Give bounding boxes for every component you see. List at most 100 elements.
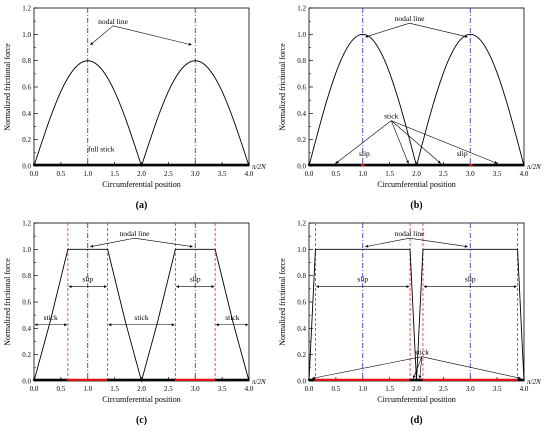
x-tick-label: 4.0 [520, 170, 529, 178]
x-tick-label: 1.0 [83, 385, 92, 393]
series-line [308, 248, 525, 382]
y-tick-label: 0.4 [297, 110, 306, 118]
x-tick-label: 4.0 [245, 385, 254, 393]
stick-node-marker [247, 163, 250, 166]
y-tick-label: 0.2 [22, 351, 31, 359]
stick-annotation: stick [384, 112, 398, 121]
nodal-arrow [134, 237, 193, 248]
y-tick-label: 0.0 [22, 163, 31, 171]
stick-arrow [412, 356, 423, 379]
stick-arrow [335, 120, 392, 164]
slip-annotation: slip [357, 275, 368, 284]
nodal-arrow [365, 22, 410, 38]
series-line [33, 60, 250, 168]
x-tick-label: 2.5 [164, 170, 173, 178]
stick-arrow [390, 120, 409, 164]
x-unit-label: π/2N [252, 163, 266, 171]
x-axis-label: Circumferential position [102, 180, 180, 189]
y-axis-label: Normalized frictional force [278, 43, 287, 131]
x-tick-label: 0.5 [57, 170, 66, 178]
slip-annotation: slip [359, 149, 370, 158]
y-tick-label: 1.2 [22, 5, 31, 13]
stick-arrow [311, 356, 422, 380]
y-tick-label: 0.4 [297, 325, 306, 333]
x-tick-label: 3.5 [218, 385, 227, 393]
y-tick-label: 0.8 [22, 272, 31, 280]
y-tick-label: 0.0 [22, 378, 31, 386]
stick-annotation: stick [415, 348, 429, 357]
x-axis-label: Circumferential position [377, 395, 455, 404]
nodal-arrow [365, 237, 410, 248]
x-tick-label: 1.5 [110, 170, 119, 178]
x-tick-label: 2.0 [137, 170, 146, 178]
x-tick-label: 2.5 [164, 385, 173, 393]
x-tick-label: 3.5 [218, 170, 227, 178]
plot-frame [33, 7, 250, 167]
x-tick-label: 0.0 [30, 385, 39, 393]
stick-annotation: stick [134, 313, 148, 322]
nodal-arrow [409, 237, 468, 248]
stick-arrow [421, 356, 522, 380]
y-tick-label: 0.4 [22, 325, 31, 333]
x-tick-label: 0.0 [30, 170, 39, 178]
panel-label: (d) [410, 415, 422, 426]
y-tick-label: 1.2 [297, 220, 306, 228]
panel-c: 0.0 0.5 1.0 1.5 2.0 2.5 3.0 3.5 4.0 0.0 0.2 0.4 0.6 0… [3, 220, 266, 427]
y-tick-label: 1.0 [297, 31, 306, 39]
stick-arrow [418, 356, 423, 379]
nodal-arrow [112, 25, 192, 46]
x-tick-label: 1.0 [358, 170, 367, 178]
y-tick-label: 1.0 [22, 31, 31, 39]
x-tick-label: 3.0 [191, 170, 200, 178]
y-tick-label: 1.0 [297, 246, 306, 254]
y-tick-label: 0.2 [297, 136, 306, 144]
x-tick-label: 1.0 [83, 170, 92, 178]
nodal-arrow [409, 22, 468, 38]
y-axis-label: Normalized frictional force [3, 258, 12, 346]
nodal-line-annotation: nodal line [395, 14, 425, 23]
plot-frame [33, 222, 250, 382]
x-tick-label: 0.0 [305, 170, 314, 178]
x-tick-label: 2.5 [439, 385, 448, 393]
stick-annotation: stick [44, 313, 58, 322]
x-axis-label: Circumferential position [102, 395, 180, 404]
x-tick-label: 2.5 [439, 170, 448, 178]
stick-node-marker [522, 378, 525, 381]
x-tick-label: 1.5 [385, 170, 394, 178]
y-tick-label: 0.6 [297, 84, 306, 92]
y-tick-label: 1.2 [297, 5, 306, 13]
x-unit-label: π/2N [527, 163, 541, 171]
y-tick-label: 0.6 [22, 84, 31, 92]
slip-annotation: slip [465, 275, 476, 284]
x-tick-label: 2.0 [412, 170, 421, 178]
panel-label: (c) [136, 415, 147, 426]
y-axis-label: Normalized frictional force [3, 43, 12, 131]
panel-label: (a) [136, 200, 148, 211]
x-tick-label: 0.5 [57, 385, 66, 393]
panel-label: (b) [410, 200, 422, 211]
stick-arrow [391, 120, 441, 164]
x-tick-label: 4.0 [245, 170, 254, 178]
y-tick-label: 0.4 [22, 110, 31, 118]
panel-a: 0.0 0.5 1.0 1.5 2.0 2.5 3.0 3.5 4.0 0.0 0.2 0.4 0.6 0… [3, 5, 266, 212]
y-tick-label: 0.8 [297, 272, 306, 280]
nodal-arrow [90, 25, 114, 46]
nodal-line-annotation: nodal line [98, 17, 128, 26]
y-tick-label: 0.6 [297, 299, 306, 307]
x-unit-label: π/2N [252, 378, 266, 386]
x-tick-label: 2.0 [137, 385, 146, 393]
x-tick-label: 1.5 [110, 385, 119, 393]
x-tick-label: 0.0 [305, 385, 314, 393]
stick-node-marker [247, 378, 250, 381]
slip-annotation: slip [457, 149, 468, 158]
plot-frame [308, 222, 525, 382]
y-tick-label: 1.0 [22, 246, 31, 254]
panel-b: 0.0 0.5 1.0 1.5 2.0 2.5 3.0 3.5 4.0 0.0 0.2 0.4 0.6 0… [278, 5, 541, 212]
y-tick-label: 0.0 [297, 163, 306, 171]
stick-arrow [391, 120, 498, 164]
series-line [308, 33, 525, 167]
slip-annotation: slip [190, 275, 201, 284]
x-tick-label: 1.0 [358, 385, 367, 393]
stick-annotation: stick [225, 313, 239, 322]
